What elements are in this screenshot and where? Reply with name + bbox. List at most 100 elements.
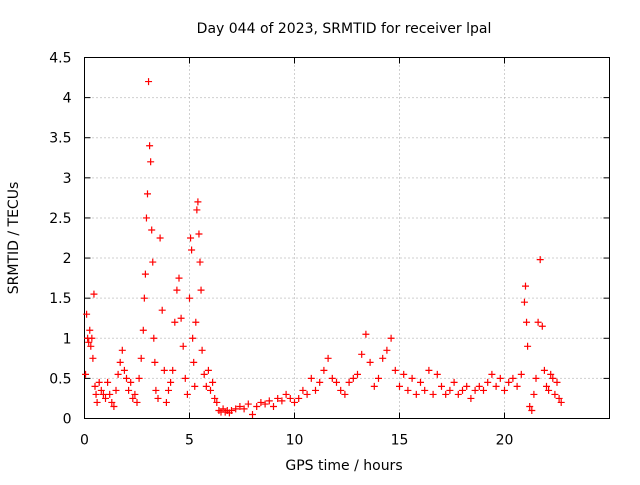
data-point bbox=[135, 374, 143, 382]
data-point bbox=[496, 374, 504, 382]
data-point bbox=[129, 394, 137, 402]
data-point bbox=[142, 214, 150, 222]
data-point bbox=[173, 286, 181, 294]
data-point bbox=[108, 398, 116, 406]
data-point bbox=[278, 397, 286, 405]
data-point bbox=[85, 338, 93, 346]
data-point bbox=[524, 342, 532, 350]
data-point bbox=[492, 382, 500, 390]
data-point bbox=[249, 410, 256, 418]
data-point bbox=[140, 294, 148, 302]
data-point bbox=[454, 390, 462, 398]
data-point bbox=[387, 334, 395, 342]
data-point bbox=[484, 378, 492, 386]
data-point bbox=[152, 386, 160, 394]
data-point bbox=[312, 386, 319, 394]
data-point bbox=[366, 358, 374, 366]
data-point bbox=[391, 366, 399, 374]
data-point bbox=[471, 386, 479, 394]
data-point bbox=[282, 390, 290, 398]
y-tick-label: 0.5 bbox=[49, 371, 71, 387]
data-point bbox=[528, 406, 536, 414]
data-point bbox=[207, 386, 214, 394]
data-point bbox=[463, 382, 471, 390]
data-point bbox=[553, 378, 561, 386]
data-point bbox=[114, 370, 122, 378]
data-point bbox=[383, 346, 391, 354]
data-series bbox=[82, 78, 565, 418]
data-point bbox=[204, 366, 212, 374]
data-point bbox=[127, 378, 135, 386]
data-point bbox=[139, 326, 147, 334]
data-point bbox=[141, 270, 149, 278]
data-point bbox=[526, 402, 534, 410]
data-point bbox=[151, 358, 159, 366]
data-point bbox=[341, 390, 349, 398]
data-point bbox=[145, 78, 153, 86]
data-point bbox=[162, 398, 170, 406]
data-point bbox=[522, 282, 529, 290]
data-point bbox=[328, 374, 336, 382]
data-point bbox=[196, 258, 204, 266]
data-point bbox=[236, 402, 244, 410]
data-point bbox=[459, 386, 466, 394]
data-point bbox=[480, 386, 487, 394]
data-point bbox=[82, 370, 90, 378]
x-tick-label: 10 bbox=[286, 433, 304, 449]
y-tick-label: 1.5 bbox=[49, 291, 71, 307]
data-point bbox=[192, 318, 200, 326]
chart-title: Day 044 of 2023, SRMTID for receiver lpa… bbox=[197, 21, 492, 37]
data-point bbox=[509, 374, 517, 382]
data-point bbox=[467, 394, 475, 402]
data-point bbox=[179, 342, 187, 350]
data-point bbox=[538, 322, 546, 330]
data-point bbox=[186, 294, 193, 302]
data-point bbox=[137, 354, 145, 362]
data-point bbox=[274, 394, 282, 402]
data-point bbox=[291, 398, 298, 406]
data-point bbox=[299, 386, 307, 394]
data-point bbox=[438, 382, 445, 390]
data-point bbox=[193, 206, 201, 214]
data-point bbox=[425, 366, 433, 374]
data-point bbox=[404, 386, 412, 394]
data-point bbox=[187, 234, 195, 242]
data-point bbox=[265, 397, 273, 405]
data-point bbox=[106, 390, 114, 398]
data-point bbox=[118, 346, 126, 354]
data-point bbox=[412, 390, 420, 398]
plot-frame bbox=[84, 57, 610, 419]
data-point bbox=[91, 382, 99, 390]
data-point bbox=[189, 334, 197, 342]
data-point bbox=[213, 398, 221, 406]
data-point bbox=[540, 366, 548, 374]
data-point bbox=[86, 326, 94, 334]
data-point bbox=[349, 374, 357, 382]
x-tick-label: 0 bbox=[80, 433, 89, 449]
y-tick-label: 3 bbox=[63, 171, 72, 187]
data-point bbox=[501, 386, 508, 394]
data-point bbox=[375, 374, 382, 382]
data-point bbox=[505, 378, 513, 386]
data-point bbox=[149, 258, 157, 266]
y-axis-label: SRMTID / TECUs bbox=[6, 182, 22, 295]
data-point bbox=[396, 382, 403, 390]
data-point bbox=[337, 386, 345, 394]
data-point bbox=[417, 378, 424, 386]
data-point bbox=[362, 330, 370, 338]
data-point bbox=[530, 390, 538, 398]
data-point bbox=[90, 290, 98, 298]
data-point bbox=[102, 394, 109, 402]
data-point bbox=[83, 310, 91, 318]
data-point bbox=[95, 378, 103, 386]
data-point bbox=[93, 398, 101, 406]
data-point bbox=[557, 398, 565, 406]
data-point bbox=[198, 346, 206, 354]
data-point bbox=[169, 366, 177, 374]
data-point bbox=[171, 318, 179, 326]
data-point bbox=[104, 378, 112, 386]
data-point bbox=[209, 378, 217, 386]
data-point bbox=[532, 374, 540, 382]
data-point bbox=[520, 298, 528, 306]
